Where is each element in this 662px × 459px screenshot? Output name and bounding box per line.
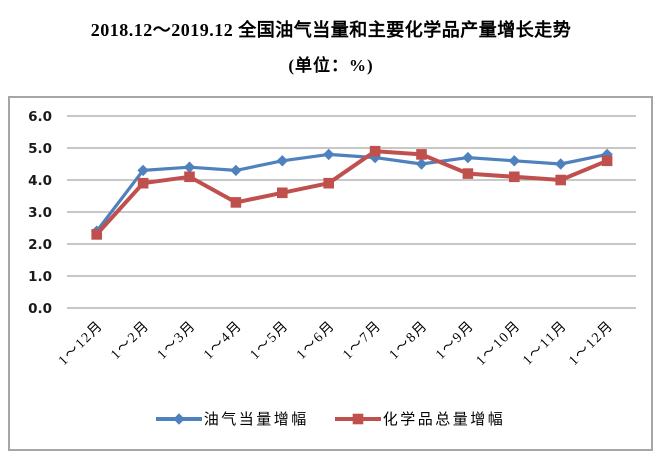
series-1-marker (184, 171, 195, 183)
series-line-0 (95, 152, 609, 233)
x-tick-label: 1～9月 (432, 318, 477, 363)
series-0-marker (183, 161, 196, 173)
x-tick-label: 1～4月 (200, 318, 245, 363)
x-tick-label: 1～12月 (55, 318, 106, 369)
series-line-1 (94, 149, 610, 237)
y-tick-label: 2.0 (28, 237, 52, 253)
series-1-marker (323, 177, 334, 189)
series-0-marker (323, 148, 335, 161)
series-0-marker (137, 164, 149, 177)
x-tick-label: 1～8月 (386, 318, 431, 363)
chart-subtitle: (单位：%) (288, 56, 374, 75)
legend-diamond-swatch-icon (155, 412, 202, 425)
series-1-marker (137, 177, 149, 189)
y-tick-label: 4.0 (28, 173, 52, 189)
series-1-marker (462, 168, 474, 179)
legend-label: 化学品总量增幅 (382, 412, 506, 428)
y-tick-label: 6.0 (28, 109, 52, 125)
legend-item: 油气当量增幅 (155, 408, 309, 429)
series-1-marker (416, 149, 427, 160)
chart-legend: 油气当量增幅 化学品总量增幅 (10, 408, 651, 429)
series-1-marker (555, 174, 566, 186)
line-chart-canvas: 0.01.02.03.04.05.06.01～12月 1～2月 1～3月 1～4月 1～… (28, 109, 636, 369)
legend-item: 化学品总量增幅 (334, 408, 506, 429)
x-tick-label: 1～11月 (520, 318, 571, 369)
series-1-marker (369, 145, 381, 157)
y-tick-label: 5.0 (28, 141, 52, 157)
series-0-marker (601, 148, 613, 161)
x-tick-label: 1～10月 (473, 318, 524, 369)
x-tick-label: 1～7月 (340, 318, 385, 363)
chart-frame: 0.0 1.0 2.0 3.0 4.0 5.0 6.0 1～12月 1～2月 1～3月 1～4月 1～… (8, 96, 653, 451)
series-1-marker (277, 187, 288, 199)
series-1-marker (509, 171, 520, 183)
y-tick-label: 0.0 (28, 301, 52, 317)
chart-title: 2018.12～2019.12 全国油气当量和主要化学品产量增长走势 (90, 20, 572, 40)
series-0-marker (462, 151, 474, 164)
legend-square-swatch-icon (334, 413, 381, 424)
series-0-marker (555, 158, 567, 170)
series-0-marker (276, 155, 288, 167)
series-0-marker (415, 158, 428, 170)
series-1-marker (91, 229, 102, 240)
x-tick-label: 1～6月 (293, 318, 338, 363)
y-tick-label: 1.0 (28, 269, 52, 285)
series-1-marker (230, 197, 242, 208)
x-tick-label: 1～12月 (566, 318, 617, 369)
title-block: 2018.12～2019.12 全国油气当量和主要化学品产量增长走势 (单位：%… (0, 0, 662, 76)
y-tick-label: 3.0 (28, 205, 52, 221)
series-0-marker (508, 155, 520, 167)
x-tick-label: 1～3月 (154, 318, 199, 363)
x-tick-label: 1～2月 (108, 318, 153, 363)
series-1-marker (601, 155, 613, 167)
series-0-marker (230, 164, 242, 177)
x-tick-label: 1～5月 (247, 318, 292, 363)
legend-label: 油气当量增幅 (203, 412, 309, 428)
